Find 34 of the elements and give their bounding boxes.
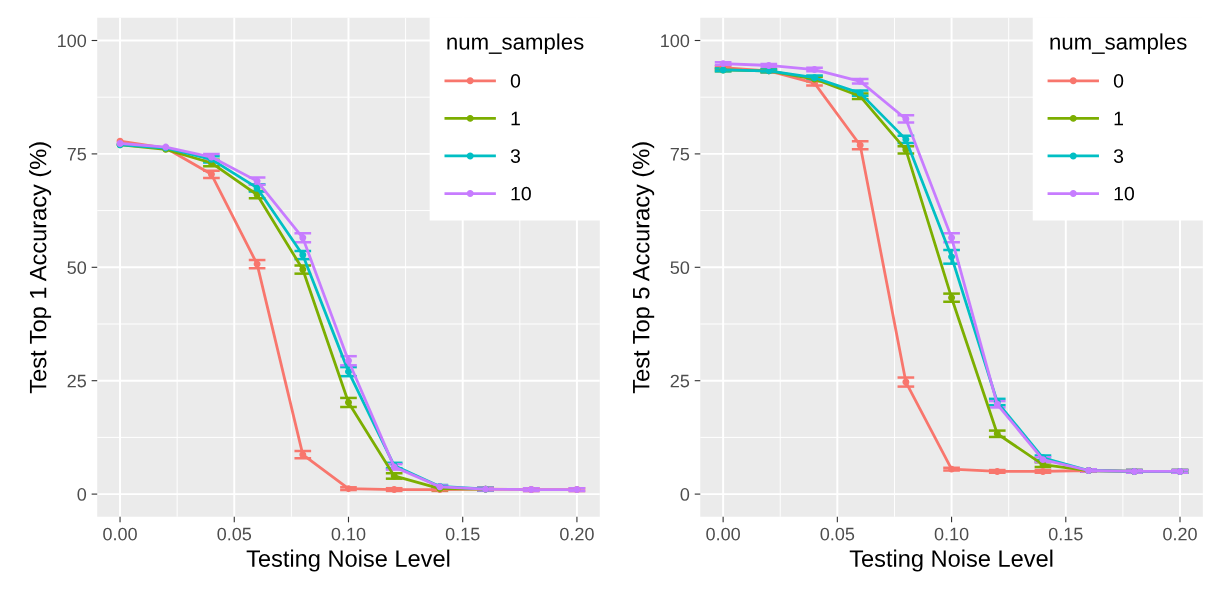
x-axis-title: Testing Noise Level <box>849 549 1053 572</box>
y-tick-label: 25 <box>670 374 690 388</box>
y-tick-label: 25 <box>67 374 87 388</box>
x-tick-label: 0.10 <box>934 527 969 541</box>
y-tick-label: 100 <box>58 34 87 48</box>
x-tick-label: 0.00 <box>706 527 740 541</box>
legend-label: 1 <box>511 111 520 126</box>
x-tick-label: 0.05 <box>217 527 252 541</box>
y-tick-label: 0 <box>680 488 690 501</box>
x-tick-label: 0.00 <box>103 527 137 541</box>
x-tick-label: 0.20 <box>1163 527 1197 541</box>
y-tick-label: 100 <box>661 34 690 48</box>
x-tick-label: 0.15 <box>1048 527 1083 541</box>
y-axis-title: Test Top 5 Accuracy (%) <box>632 142 655 394</box>
legend-label: 10 <box>511 186 531 201</box>
legend-label: 3 <box>510 149 521 163</box>
x-tick-label: 0.10 <box>331 527 366 541</box>
legend-label: 0 <box>1113 74 1124 88</box>
legend-title: num_samples <box>1050 33 1187 55</box>
x-tick-label: 0.20 <box>560 527 594 541</box>
x-tick-label: 0.05 <box>820 527 855 541</box>
legend-label: 10 <box>1114 186 1134 201</box>
legend-label: 1 <box>1114 111 1123 126</box>
legend-title: num_samples <box>447 33 584 55</box>
y-axis-title: Test Top 1 Accuracy (%) <box>29 142 52 394</box>
y-tick-label: 75 <box>670 148 690 161</box>
legend-label: 3 <box>1113 149 1124 163</box>
x-axis-title: Testing Noise Level <box>246 549 450 572</box>
y-tick-label: 50 <box>670 261 690 275</box>
y-tick-label: 50 <box>67 261 87 275</box>
legend-label: 0 <box>510 74 521 88</box>
y-tick-label: 0 <box>77 488 87 501</box>
x-tick-label: 0.15 <box>445 527 480 541</box>
y-tick-label: 75 <box>67 148 87 161</box>
